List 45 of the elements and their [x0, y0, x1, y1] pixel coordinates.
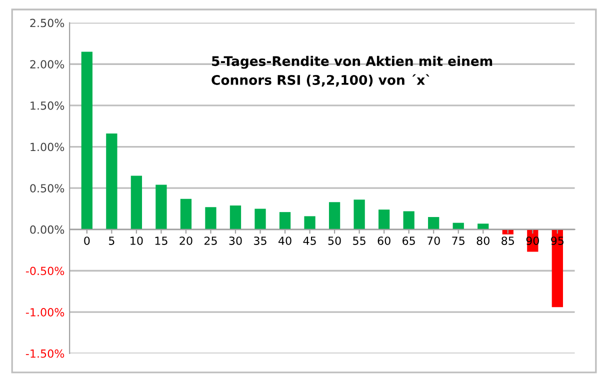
- bar: [230, 205, 242, 230]
- x-tick-label: 35: [254, 236, 266, 245]
- x-tick-label: 60: [378, 236, 390, 245]
- x-tick-label: 50: [328, 236, 341, 245]
- bar: [254, 208, 266, 230]
- y-tick-label: 1.00%: [30, 142, 64, 152]
- x-tick-label: 0: [84, 236, 90, 245]
- bar: [156, 184, 167, 230]
- y-tick-label: 2.50%: [30, 18, 64, 28]
- x-tick-label: 40: [278, 236, 292, 245]
- y-tick-label: 2.00%: [30, 60, 64, 69]
- bar: [304, 216, 316, 230]
- y-tick-label: 0.50%: [30, 184, 64, 192]
- x-tick-label: 80: [476, 236, 490, 245]
- bar: [106, 134, 118, 230]
- bar: [130, 176, 142, 230]
- y-tick-label: 1.50%: [30, 101, 64, 110]
- bar: [552, 229, 563, 308]
- x-tick-label: 55: [353, 236, 366, 245]
- bar: [205, 207, 216, 230]
- y-tick-label: -0.50%: [26, 266, 64, 276]
- bar: [478, 224, 489, 230]
- x-tick-label: 45: [303, 236, 316, 245]
- x-tick-label: 20: [180, 236, 192, 245]
- x-tick-label: 5: [108, 236, 114, 245]
- x-tick-label: 10: [130, 236, 143, 245]
- x-tick-label: 65: [402, 236, 415, 245]
- x-tick-label: 30: [229, 236, 242, 245]
- x-tick-label: 75: [452, 236, 464, 245]
- bar: [279, 212, 291, 230]
- y-tick-label: -1.50%: [26, 349, 64, 358]
- bar: [328, 202, 340, 230]
- bar: [378, 210, 390, 230]
- bar: [81, 52, 92, 230]
- bar: [428, 217, 440, 230]
- bar: [180, 198, 192, 230]
- x-tick-label: 70: [427, 236, 440, 245]
- bar: [403, 211, 414, 230]
- x-tick-label: 85: [502, 236, 514, 245]
- y-tick-label: 0.00%: [30, 225, 64, 234]
- x-tick-label: 25: [204, 236, 217, 245]
- bar: [354, 200, 365, 230]
- x-tick-label: 15: [155, 236, 168, 245]
- text: 5-Tages-Rendite von Aktien mit einem Connors RSI (3,2,100) von ´x`: [212, 56, 492, 87]
- y-tick-label: -1.00%: [26, 308, 64, 316]
